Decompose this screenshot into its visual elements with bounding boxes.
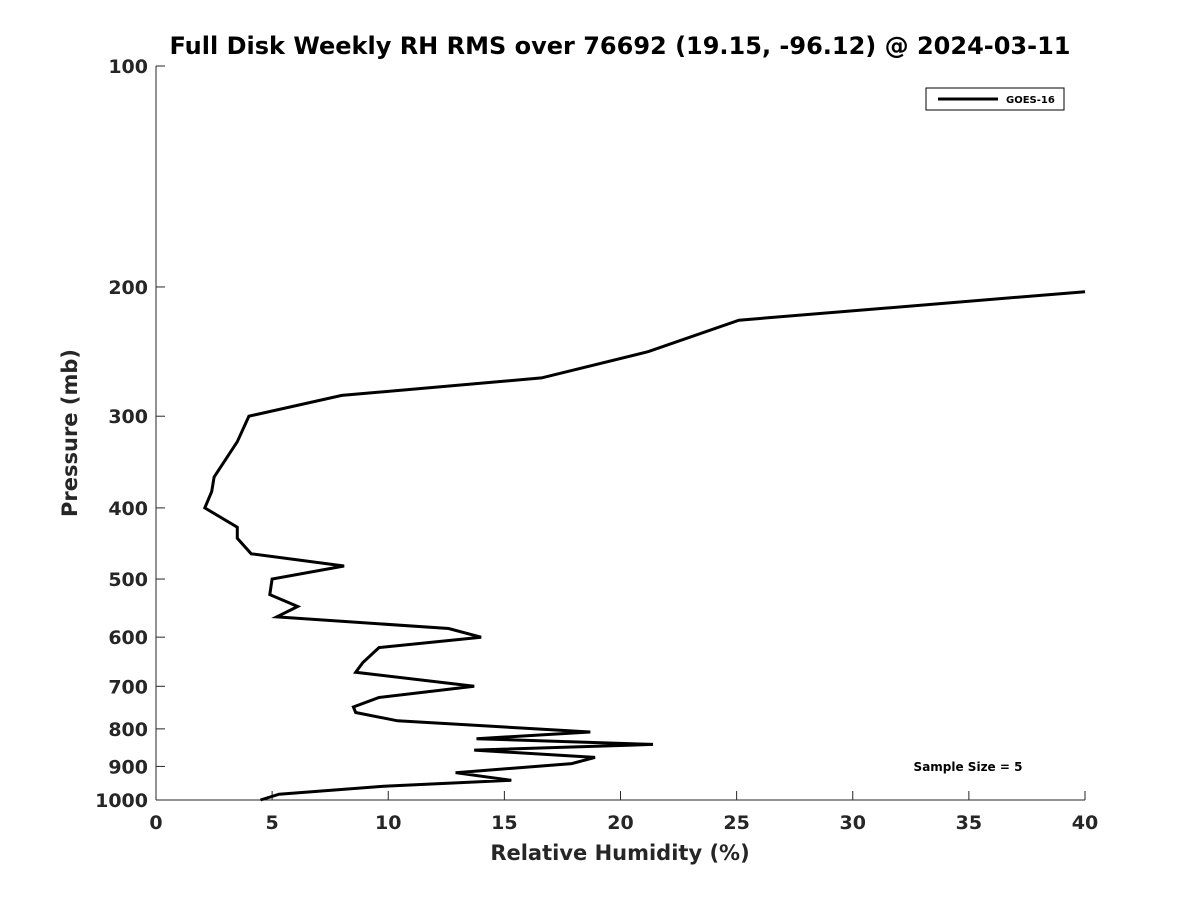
x-tick-label-25: 25 [723,812,749,834]
x-axis-label: Relative Humidity (%) [490,841,749,865]
legend-label-goes-16: GOES-16 [1006,95,1055,106]
y-tick-label-500: 500 [108,569,148,591]
y-tick-label-100: 100 [108,56,148,78]
y-tick-label-1000: 1000 [95,790,148,812]
y-tick-label-800: 800 [108,719,148,741]
x-tick-label-0: 0 [149,812,162,834]
plot-area: 0 5 10 15 20 25 30 35 40 100 200 300 400 500 600 700 800… [95,56,1098,834]
x-tick-label-5: 5 [266,812,279,834]
legend: GOES-16 [925,87,1065,111]
y-tick-label-600: 600 [108,627,148,649]
series-line-goes-16 [202,290,1086,802]
x-tick-label-20: 20 [607,812,633,834]
y-tick-label-300: 300 [108,406,148,428]
x-tick-label-10: 10 [375,812,401,834]
x-tick-label-40: 40 [1072,812,1098,834]
y-axis-label: Pressure (mb) [58,349,82,517]
x-tick-label-35: 35 [956,812,982,834]
y-tick-label-900: 900 [108,756,148,778]
y-tick-label-400: 400 [108,498,148,520]
x-tick-label-30: 30 [840,812,866,834]
sample-size-annotation: Sample Size = 5 [914,760,1023,774]
y-tick-label-700: 700 [108,676,148,698]
x-tick-label-15: 15 [491,812,517,834]
chart-title: Full Disk Weekly RH RMS over 76692 (19.1… [169,32,1070,60]
y-tick-label-200: 200 [108,277,148,299]
